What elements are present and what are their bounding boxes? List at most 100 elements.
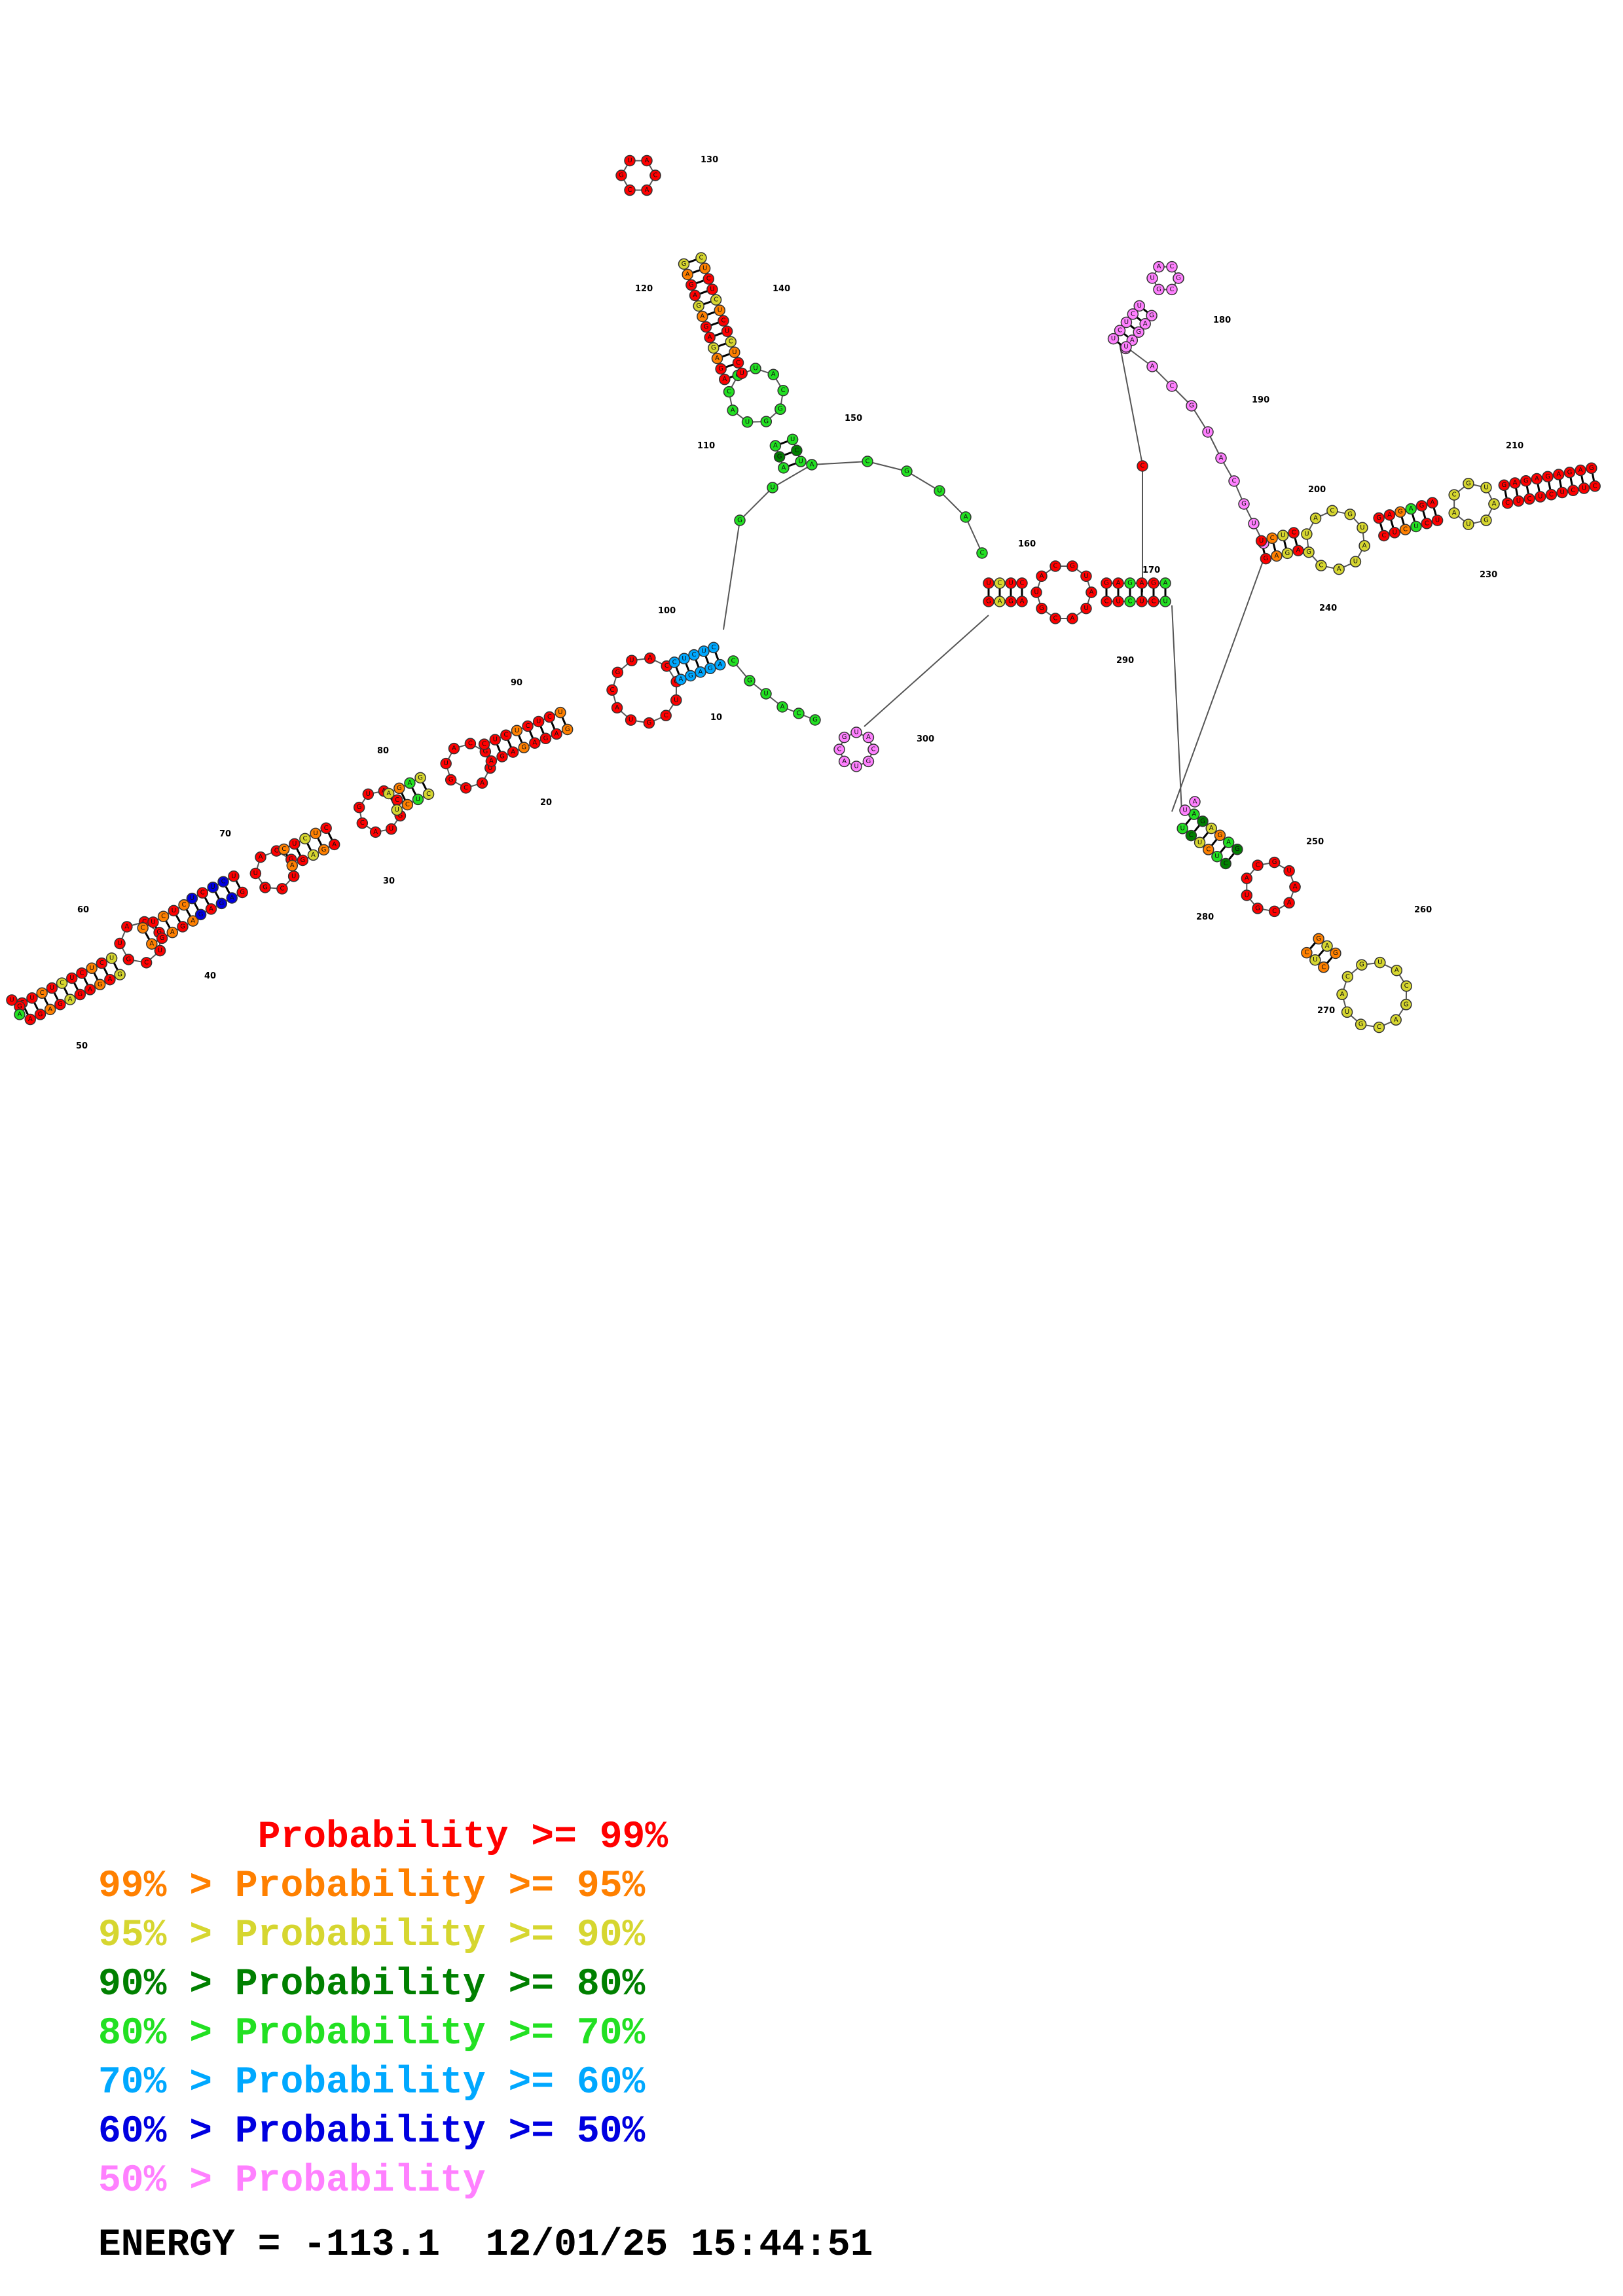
- nucleotide: A: [328, 838, 340, 851]
- nucleotide-letter: A: [480, 780, 484, 787]
- nucleotide-letter: A: [28, 1016, 33, 1023]
- nucleotide: C: [1049, 560, 1061, 572]
- nucleotide: C: [1288, 527, 1300, 539]
- nucleotide: G: [156, 932, 168, 944]
- nucleotide-circle: [1153, 260, 1165, 273]
- nucleotide: G: [1395, 506, 1406, 518]
- nucleotide-circle: [414, 772, 426, 784]
- nucleotide-letter: U: [763, 691, 768, 698]
- nucleotide: U: [1556, 486, 1568, 499]
- nucleotide-circle: [1101, 596, 1112, 607]
- nucleotide-letter: U: [313, 830, 318, 837]
- nucleotide: C: [1373, 1021, 1385, 1033]
- nucleotide-letter: A: [332, 841, 337, 848]
- nucleotide: U: [1341, 1006, 1353, 1018]
- nucleotide-circle: [1133, 326, 1144, 338]
- nucleotide-circle: [1509, 477, 1521, 489]
- nucleotide-circle: [412, 793, 424, 806]
- nucleotide-letter: U: [50, 984, 54, 992]
- nucleotide: G: [1238, 498, 1250, 510]
- nucleotide-circle: [729, 346, 740, 359]
- nucleotide-circle: [422, 788, 435, 800]
- nucleotide-letter: U: [1123, 344, 1128, 351]
- nucleotide-letter: G: [126, 956, 131, 963]
- nucleotide-letter: C: [141, 924, 145, 931]
- nucleotide-letter: G: [1189, 403, 1194, 410]
- nucleotide: G: [353, 801, 365, 814]
- nucleotide: U: [86, 962, 98, 975]
- nucleotide-circle: [1271, 550, 1283, 562]
- nucleotide-letter: U: [1084, 605, 1088, 612]
- nucleotide-circle: [44, 1003, 56, 1016]
- nucleotide: A: [551, 728, 562, 740]
- probability-legend: Probability >= 99% 99% > Probability >= 9…: [98, 1813, 668, 2206]
- backbone-segment: [739, 487, 773, 521]
- nucleotide-letter: U: [1353, 558, 1358, 565]
- nucleotide-circle: [776, 701, 788, 713]
- nucleotide: G: [1252, 903, 1264, 914]
- nucleotide-circle: [532, 715, 545, 728]
- nucleotide: C: [1317, 961, 1330, 973]
- nucleotide: C: [1252, 859, 1264, 871]
- nucleotide: G: [1586, 462, 1597, 475]
- nucleotide: G: [1148, 577, 1159, 589]
- nucleotide-letter: C: [1330, 507, 1334, 514]
- nucleotide-circle: [543, 711, 556, 723]
- nucleotide-letter: A: [170, 929, 175, 936]
- nucleotide: C: [1127, 308, 1139, 320]
- backbone-segment: [772, 464, 812, 488]
- nucleotide-letter: G: [1272, 859, 1277, 866]
- nucleotide-circle: [64, 994, 76, 1005]
- nucleotide-letter: U: [629, 717, 633, 724]
- nucleotide-letter: A: [810, 461, 814, 469]
- nucleotide-circle: [775, 403, 786, 415]
- nucleotide-letter: A: [647, 655, 652, 662]
- nucleotide-circle: [1085, 586, 1097, 598]
- nucleotide-letter: G: [763, 418, 769, 425]
- nucleotide-letter: G: [696, 302, 701, 310]
- nucleotide-circle: [507, 746, 519, 758]
- nucleotide-letter: C: [1020, 580, 1025, 587]
- nucleotide-letter: A: [718, 661, 722, 668]
- nucleotide-circle: [328, 838, 340, 851]
- nucleotide-letter: A: [1556, 471, 1561, 478]
- nucleotide: C: [36, 987, 48, 999]
- nucleotide-letter: U: [536, 718, 541, 725]
- nucleotide-letter: G: [1484, 517, 1489, 524]
- nucleotide: A: [1205, 822, 1217, 834]
- nucleotide-circle: [934, 485, 945, 497]
- nucleotide-circle: [1520, 475, 1532, 487]
- nucleotide-circle: [767, 482, 778, 493]
- nucleotide-circle: [1260, 552, 1272, 565]
- nucleotide-letter: U: [725, 328, 729, 335]
- nucleotide-circle: [122, 954, 135, 965]
- nucleotide-letter: A: [1219, 455, 1224, 462]
- position-label: 270: [1317, 1006, 1335, 1016]
- nucleotide-letter: G: [263, 884, 268, 891]
- nucleotide-circle: [715, 363, 727, 375]
- position-label: 150: [845, 414, 862, 423]
- nucleotide-letter: G: [500, 753, 505, 761]
- nucleotide-circle: [168, 905, 180, 917]
- nucleotide-circle: [1341, 1006, 1353, 1018]
- nucleotide-circle: [1159, 596, 1171, 607]
- nucleotide: G: [775, 403, 786, 415]
- nucleotide-letter: A: [866, 734, 871, 741]
- nucleotide-circle: [693, 300, 704, 312]
- nucleotide-circle: [1341, 971, 1354, 983]
- nucleotide-letter: C: [712, 644, 716, 651]
- nucleotide-letter: U: [770, 484, 775, 492]
- nucleotide: G: [685, 279, 697, 291]
- nucleotide: C: [1326, 505, 1338, 517]
- nucleotide-circle: [1137, 460, 1148, 472]
- nucleotide-circle: [702, 273, 715, 285]
- nucleotide: U: [1133, 300, 1145, 312]
- nucleotide: A: [675, 673, 687, 685]
- nucleotide: G: [54, 998, 66, 1011]
- nucleotide-circle: [114, 937, 126, 950]
- nucleotide-letter: C: [797, 710, 801, 717]
- nucleotide-letter: U: [1484, 484, 1488, 491]
- nucleotide: G: [708, 342, 720, 354]
- nucleotide-circle: [1252, 859, 1264, 871]
- nucleotide-circle: [278, 843, 290, 855]
